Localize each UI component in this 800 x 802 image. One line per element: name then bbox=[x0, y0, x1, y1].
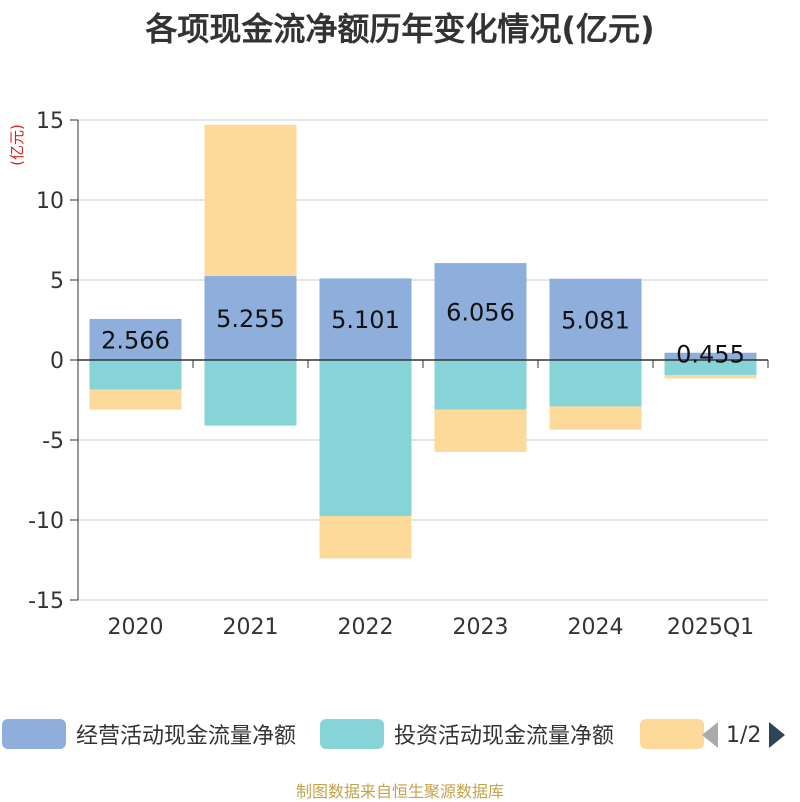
bar-operating-2021 bbox=[204, 275, 297, 360]
y-tick-label: 0 bbox=[50, 349, 64, 374]
bar-operating-2025Q1 bbox=[664, 352, 757, 360]
prev-page-icon[interactable] bbox=[700, 720, 720, 750]
legend-swatch-operating bbox=[2, 719, 66, 749]
bar-investing-2024 bbox=[549, 360, 642, 407]
x-tick-label: 2020 bbox=[108, 615, 164, 640]
legend-item-investing[interactable]: 投资活动现金流量净额 bbox=[320, 716, 614, 752]
data-label: 5.101 bbox=[331, 306, 400, 334]
data-label: 5.081 bbox=[561, 306, 630, 334]
bar-investing-2022 bbox=[319, 360, 412, 516]
bar-operating-2022 bbox=[319, 278, 412, 360]
bar-other-2023 bbox=[434, 409, 527, 452]
bar-operating-2024 bbox=[549, 278, 642, 360]
y-tick-label: -5 bbox=[42, 429, 64, 454]
pager-text: 1/2 bbox=[726, 722, 762, 748]
bar-other-2022 bbox=[319, 516, 412, 559]
bar-investing-2020 bbox=[89, 360, 182, 390]
legend-pager: 1/2 bbox=[700, 718, 787, 752]
y-axis-label: (亿元) bbox=[8, 124, 26, 166]
bar-other-2024 bbox=[549, 406, 642, 430]
bar-other-2025Q1 bbox=[664, 375, 757, 379]
x-tick-label: 2023 bbox=[453, 615, 509, 640]
legend-item-operating[interactable]: 经营活动现金流量净额 bbox=[2, 716, 296, 752]
x-tick-label: 2025Q1 bbox=[667, 615, 754, 640]
data-label: 5.255 bbox=[216, 305, 285, 333]
bar-investing-2025Q1 bbox=[664, 360, 757, 376]
legend-swatch-investing bbox=[320, 719, 384, 749]
data-label: 0.455 bbox=[676, 341, 745, 369]
bar-investing-2023 bbox=[434, 360, 527, 410]
x-tick-label: 2021 bbox=[223, 615, 279, 640]
data-source-note: 制图数据来自恒生聚源数据库 bbox=[295, 782, 504, 801]
legend-label-operating: 经营活动现金流量净额 bbox=[76, 724, 297, 749]
bar-operating-2023 bbox=[434, 263, 527, 360]
y-tick-label: -15 bbox=[28, 589, 64, 614]
chart-title: 各项现金流净额历年变化情况(亿元) bbox=[145, 10, 655, 48]
bar-operating-2020 bbox=[89, 318, 182, 360]
y-tick-label: 15 bbox=[36, 109, 64, 134]
legend-item-third[interactable] bbox=[640, 716, 704, 752]
data-label: 2.566 bbox=[101, 326, 170, 354]
bar-investing-2021 bbox=[204, 360, 297, 426]
legend-swatch-third bbox=[640, 719, 704, 749]
bar-other-2020 bbox=[89, 389, 182, 410]
x-tick-label: 2024 bbox=[568, 615, 624, 640]
data-label: 6.056 bbox=[446, 299, 515, 327]
y-tick-label: -10 bbox=[28, 509, 64, 534]
x-tick-label: 2022 bbox=[338, 615, 394, 640]
y-tick-label: 10 bbox=[36, 189, 64, 214]
y-tick-label: 5 bbox=[50, 269, 64, 294]
legend-label-investing: 投资活动现金流量净额 bbox=[394, 724, 615, 749]
bar-other-2021 bbox=[204, 124, 297, 276]
next-page-icon[interactable] bbox=[767, 720, 787, 750]
